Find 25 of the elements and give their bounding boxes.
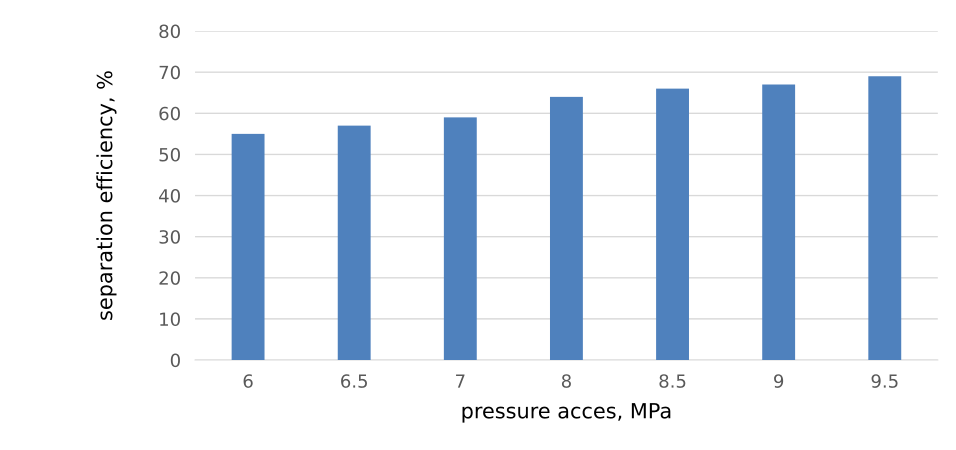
y-tick-label: 40 [159,188,180,203]
y-tick-label: 0 [170,353,180,368]
x-tick-label: 8 [562,374,571,388]
y-tick-label: 80 [159,24,180,38]
bar [444,117,477,360]
x-axis-title: pressure acces, MPa [462,403,670,423]
bar [656,88,689,360]
bar [338,126,371,360]
bar [232,134,265,360]
y-tick-label: 20 [159,271,180,285]
bar [762,84,796,360]
x-tick-label: 6.5 [341,374,367,388]
y-tick-label: 70 [160,66,180,80]
y-tick-label: 60 [159,106,180,120]
x-tick-label: 8.5 [659,374,686,388]
y-tick-label: 10 [160,312,180,326]
bar [550,96,583,360]
y-tick-label: 50 [160,148,180,162]
x-tick-label: 9.5 [872,374,898,388]
x-tick-label: 9 [774,374,784,388]
x-tick-label: 7 [456,374,465,388]
x-tick-label: 6 [244,374,253,388]
y-axis-title: separation efficiency, % [96,71,116,320]
y-tick-label: 30 [160,230,180,244]
bar [868,76,902,360]
